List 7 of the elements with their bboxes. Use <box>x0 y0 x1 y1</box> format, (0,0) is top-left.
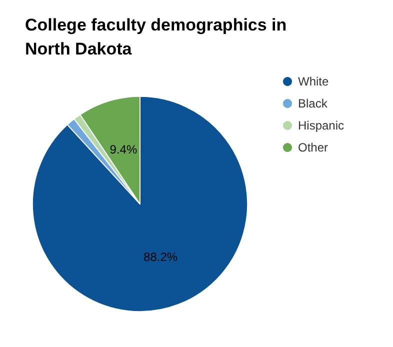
legend-label: White <box>298 74 329 88</box>
legend-label: Other <box>298 140 328 154</box>
data-label: 9.4% <box>110 142 138 157</box>
data-label: 88.2% <box>144 250 178 264</box>
legend-label: Black <box>298 96 328 110</box>
legend-label: Hispanic <box>298 118 344 132</box>
chart-title: College faculty demographics in North Dakota <box>25 16 292 58</box>
